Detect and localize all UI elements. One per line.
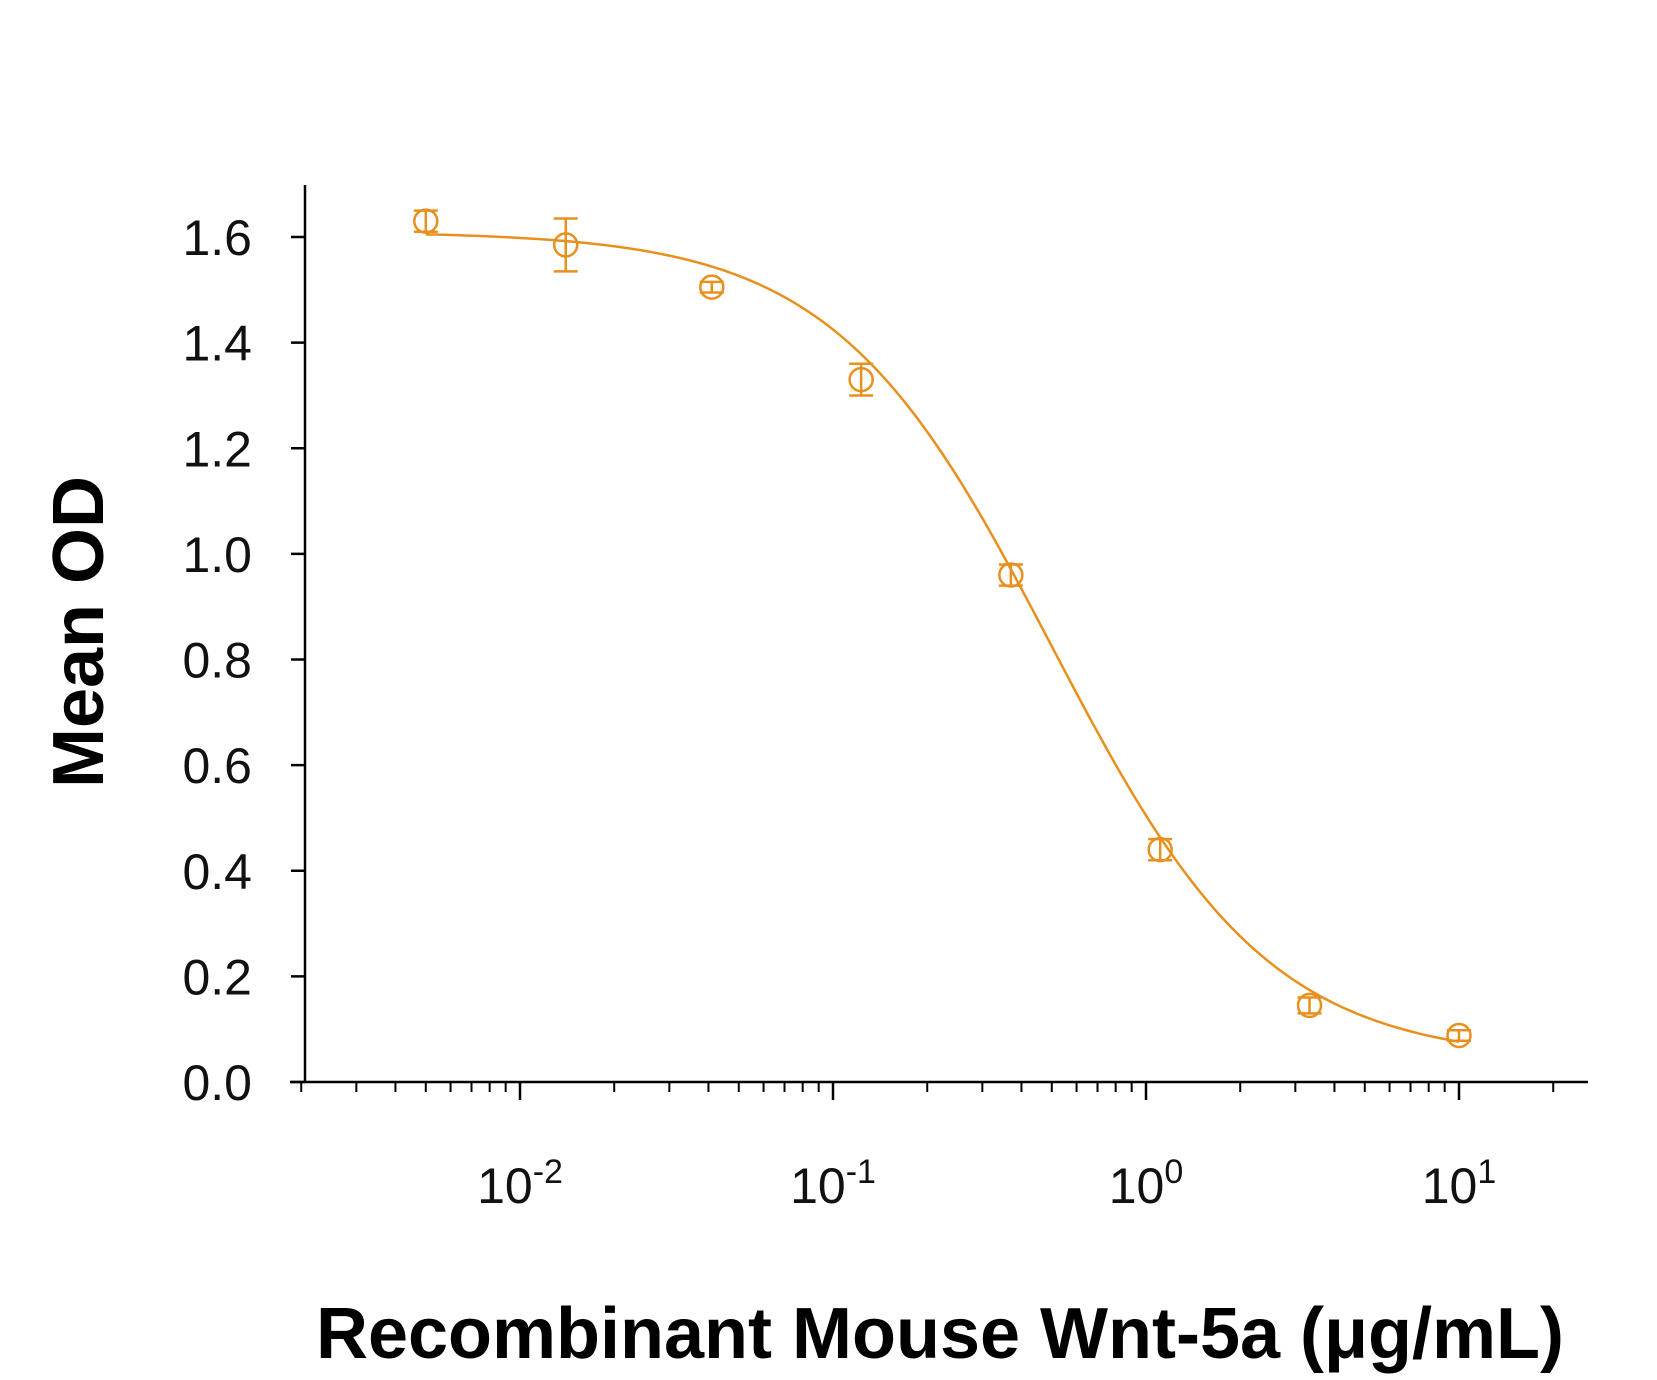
y-tick-label: 0.2 bbox=[182, 949, 252, 1005]
y-tick-label: 1.4 bbox=[182, 316, 252, 372]
x-tick-label: 10-1 bbox=[790, 1153, 876, 1214]
y-tick-label: 0.6 bbox=[182, 738, 252, 794]
x-tick-label: 10-2 bbox=[477, 1153, 563, 1214]
x-tick-label: 101 bbox=[1422, 1153, 1497, 1214]
x-tick-group bbox=[300, 1082, 1555, 1100]
fit-layer bbox=[425, 233, 1460, 1043]
x-axis: 10-2 10-1 100 101 bbox=[290, 1080, 1588, 1214]
data-point bbox=[699, 274, 725, 300]
data-point bbox=[848, 366, 874, 393]
fit-curve bbox=[425, 233, 1460, 1043]
y-tick-label: 1.2 bbox=[182, 421, 252, 477]
data-point bbox=[998, 562, 1024, 588]
y-tick-label: 0.0 bbox=[182, 1055, 252, 1111]
data-point bbox=[1446, 1022, 1472, 1049]
points-layer bbox=[413, 208, 1472, 1049]
y-tick-group: 0.0 0.2 0.4 0.6 0.8 1.0 1.2 1.4 1.6 bbox=[182, 210, 305, 1111]
data-point bbox=[1147, 836, 1173, 863]
y-axis-title: Mean OD bbox=[39, 476, 119, 788]
data-point bbox=[552, 232, 579, 258]
y-tick-label: 0.4 bbox=[182, 844, 252, 900]
y-tick-label: 1.6 bbox=[182, 210, 252, 266]
x-tick-label: 100 bbox=[1109, 1153, 1184, 1214]
data-point bbox=[1296, 992, 1323, 1019]
data-point bbox=[413, 208, 439, 234]
y-tick-label: 1.0 bbox=[182, 527, 252, 583]
y-tick-label: 0.8 bbox=[182, 633, 252, 689]
x-tick-label-group: 10-2 10-1 100 101 bbox=[477, 1153, 1496, 1214]
y-axis: 0.0 0.2 0.4 0.6 0.8 1.0 1.2 1.4 1.6 bbox=[182, 185, 307, 1111]
x-axis-title: Recombinant Mouse Wnt-5a (μg/mL) bbox=[316, 1294, 1564, 1374]
